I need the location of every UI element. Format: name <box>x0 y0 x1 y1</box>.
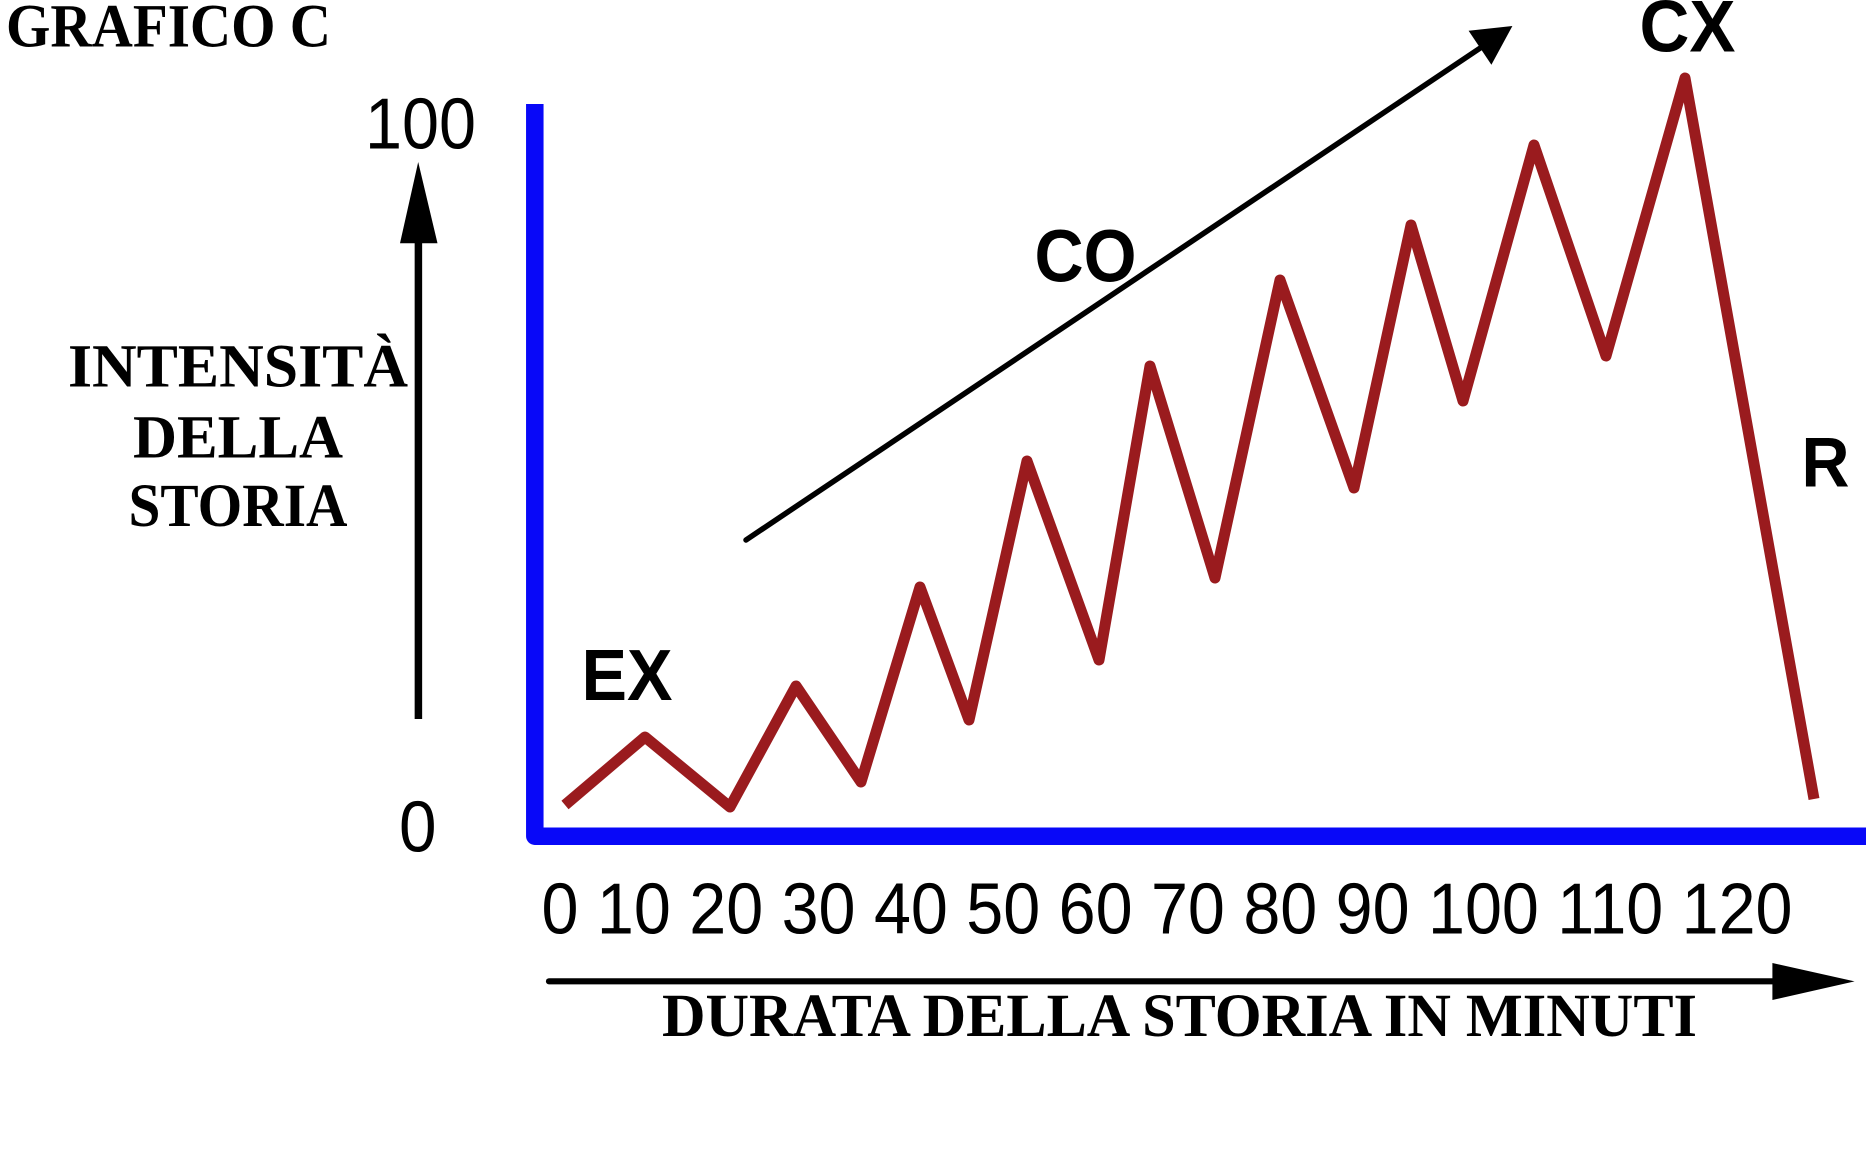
svg-text:DURATA DELLA STORIA IN MINUTI: DURATA DELLA STORIA IN MINUTI <box>662 983 1697 1050</box>
svg-text:INTENSITÀ: INTENSITÀ <box>68 334 408 401</box>
svg-text:DELLA: DELLA <box>133 405 343 472</box>
svg-text:GRAFICO C: GRAFICO C <box>6 0 331 61</box>
svg-text:CX: CX <box>1640 0 1736 68</box>
svg-text:STORIA: STORIA <box>129 473 348 540</box>
svg-text:CO: CO <box>1035 215 1137 298</box>
svg-text:0: 0 <box>399 788 437 868</box>
svg-text:EX: EX <box>582 635 673 716</box>
svg-text:100: 100 <box>365 85 476 165</box>
svg-text:0 10 20 30 40 50 60 70 80 90 1: 0 10 20 30 40 50 60 70 80 90 100 110 120 <box>542 870 1793 950</box>
svg-text:R: R <box>1802 423 1850 502</box>
